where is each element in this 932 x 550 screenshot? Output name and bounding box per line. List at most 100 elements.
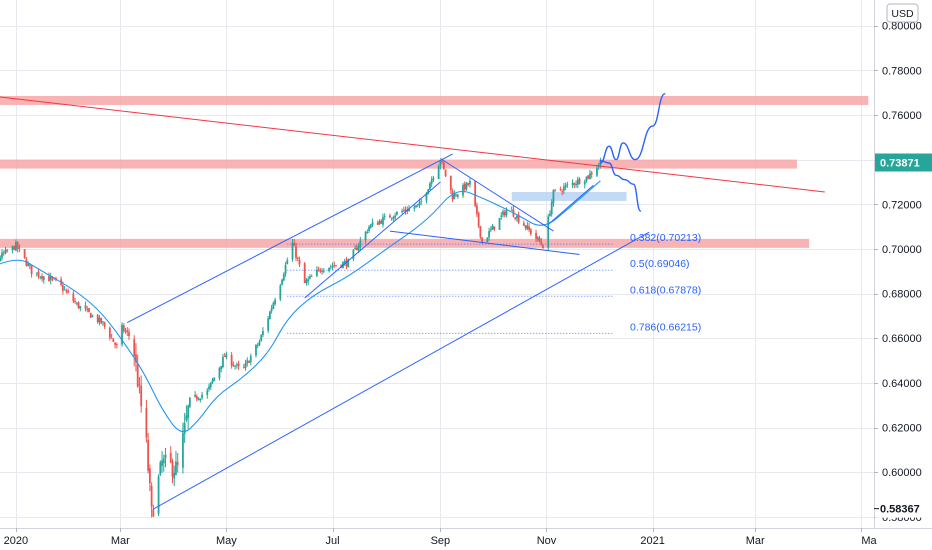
candle-body xyxy=(566,184,569,186)
candle xyxy=(162,454,165,472)
candle xyxy=(415,205,417,209)
trendline-upper-channel-inner xyxy=(304,181,441,299)
candle-body xyxy=(578,178,581,184)
candle-body xyxy=(552,189,555,204)
candle xyxy=(42,276,45,284)
candle-body xyxy=(585,176,588,182)
candle-body xyxy=(469,180,471,185)
candle-body xyxy=(30,265,33,274)
candle-body xyxy=(317,268,320,270)
candle-body xyxy=(345,260,348,267)
candle xyxy=(354,244,357,250)
candle-body xyxy=(89,312,92,318)
candle xyxy=(286,257,289,265)
candle-body xyxy=(559,189,562,190)
candle-body xyxy=(248,361,250,363)
candle-body xyxy=(136,364,139,387)
candle xyxy=(303,262,306,284)
candle-body xyxy=(274,299,277,305)
candle xyxy=(35,272,38,277)
candle xyxy=(383,213,386,221)
time-tick-label: Jul xyxy=(325,535,339,547)
time-tick-label: Mar xyxy=(111,535,130,547)
candle xyxy=(542,244,544,249)
candle-body xyxy=(359,240,362,247)
price-tick-label: 0.62000 xyxy=(882,423,922,435)
candle xyxy=(390,217,393,221)
candle xyxy=(322,268,325,274)
candle-body xyxy=(319,269,322,272)
zone-band xyxy=(511,191,627,201)
zone-band xyxy=(0,159,797,169)
candle-body xyxy=(55,278,57,279)
candle xyxy=(317,266,320,272)
candle-body xyxy=(279,285,282,300)
candle-body xyxy=(284,264,287,274)
candle-body xyxy=(303,263,306,283)
candle xyxy=(293,239,296,246)
candle-body xyxy=(449,175,452,191)
candle xyxy=(279,283,282,302)
candle xyxy=(48,272,50,282)
candle xyxy=(564,182,567,190)
candlestick-series xyxy=(0,157,602,518)
candle-body xyxy=(329,266,332,268)
candle xyxy=(382,213,384,228)
candle xyxy=(463,181,466,193)
candle-body xyxy=(96,314,99,323)
candle xyxy=(108,326,111,341)
candle xyxy=(274,297,277,306)
candle xyxy=(476,202,478,217)
price-tick-label: 0.72000 xyxy=(882,199,922,211)
candle-body xyxy=(28,264,31,266)
candle xyxy=(267,315,270,334)
candle-body xyxy=(571,182,574,186)
candle-body xyxy=(432,178,435,180)
candle xyxy=(249,353,252,366)
candle-body xyxy=(246,360,249,364)
candle-body xyxy=(108,327,111,338)
candle xyxy=(562,183,565,195)
candle xyxy=(465,182,468,191)
candle-body xyxy=(188,397,191,407)
candle-body xyxy=(1,252,3,258)
candle xyxy=(157,474,160,517)
candle xyxy=(469,178,471,188)
candle xyxy=(232,361,235,367)
candle-body xyxy=(307,279,310,282)
candle xyxy=(590,170,593,179)
currency-badge-text: USD xyxy=(891,8,914,20)
candle xyxy=(498,217,501,230)
candle xyxy=(246,357,249,367)
candle-body xyxy=(516,215,518,219)
currency-badge[interactable]: USD xyxy=(886,3,919,23)
candle xyxy=(256,342,259,349)
candle-body xyxy=(270,308,273,312)
candle-body xyxy=(415,205,417,208)
candle xyxy=(18,244,21,253)
time-axis[interactable]: 2020 Mar May Jul Sep Nov 2021 Mar Ma xyxy=(4,528,878,547)
candle-body xyxy=(352,249,355,260)
candle xyxy=(176,453,179,473)
candle-body xyxy=(244,363,247,369)
candle-body xyxy=(526,225,529,230)
candle-body xyxy=(502,211,504,215)
time-tick-label: May xyxy=(216,535,237,547)
candle xyxy=(291,238,294,262)
candle-body xyxy=(596,168,598,176)
candle xyxy=(364,231,367,244)
candle-body xyxy=(395,211,398,215)
candle-body xyxy=(420,201,423,203)
candle-body xyxy=(272,302,275,309)
candle-body xyxy=(209,382,212,388)
candle xyxy=(173,465,176,487)
candle xyxy=(516,214,518,222)
candle-body xyxy=(249,356,252,363)
candle xyxy=(4,247,7,255)
candle xyxy=(328,267,330,273)
candle-body xyxy=(505,209,508,216)
candle xyxy=(23,249,26,259)
candle xyxy=(442,160,445,170)
candle-body xyxy=(408,208,410,212)
